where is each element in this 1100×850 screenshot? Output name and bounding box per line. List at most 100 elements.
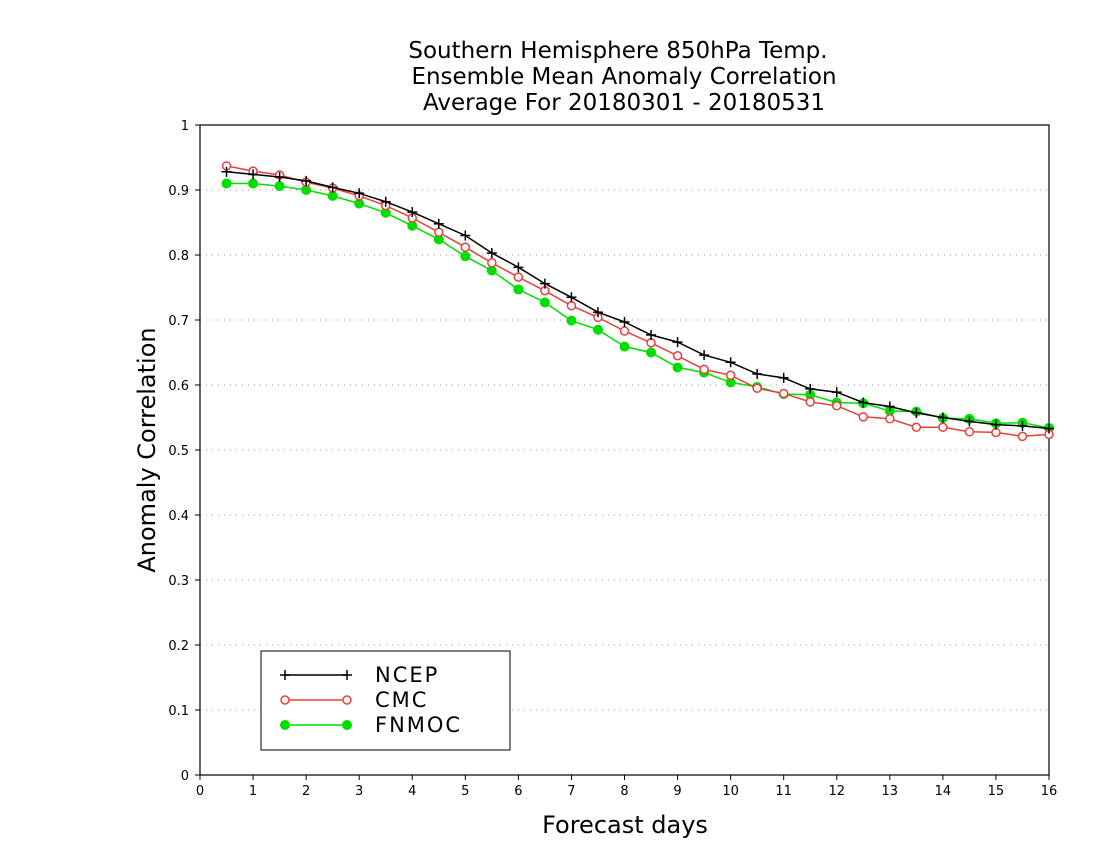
x-tick-label: 11 xyxy=(775,784,792,799)
data-point-ncep xyxy=(725,357,736,368)
data-point-cmc xyxy=(778,388,789,399)
data-point-ncep xyxy=(937,412,948,423)
data-point-fnmoc xyxy=(513,284,524,295)
data-point-ncep xyxy=(460,230,471,241)
legend-box xyxy=(260,650,511,751)
data-point-ncep xyxy=(831,387,842,398)
series-fnmoc xyxy=(221,178,1054,433)
data-point-ncep xyxy=(752,368,763,379)
data-point-ncep xyxy=(990,419,1001,430)
x-tick-label: 4 xyxy=(408,784,416,799)
title-line-2: Ensemble Mean Anomaly Correlation xyxy=(411,64,836,90)
data-point-cmc xyxy=(434,227,444,237)
y-tick-label: 0.6 xyxy=(168,379,189,394)
data-point-cmc xyxy=(460,242,471,252)
x-tick-label: 6 xyxy=(514,784,522,799)
data-point-fnmoc xyxy=(274,181,285,192)
data-point-cmc xyxy=(805,397,815,407)
data-point-cmc xyxy=(513,272,524,282)
legend-marker-cmc xyxy=(342,695,352,705)
x-tick-label: 13 xyxy=(882,784,899,799)
x-tick-label: 16 xyxy=(1041,784,1058,799)
data-point-ncep xyxy=(778,372,789,383)
x-tick-label: 15 xyxy=(988,784,1005,799)
data-point-ncep xyxy=(699,350,710,361)
data-point-ncep xyxy=(619,316,630,327)
data-point-fnmoc xyxy=(592,324,603,335)
legend-marker-ncep xyxy=(280,670,290,680)
data-point-ncep xyxy=(672,337,683,348)
title-line-3: Average For 20180301 - 20180531 xyxy=(423,90,825,116)
legend-marker-fnmoc xyxy=(342,720,352,730)
y-tick-label: 0.3 xyxy=(168,574,189,589)
y-tick-label: 0.4 xyxy=(168,509,189,524)
x-axis-label: Forecast days xyxy=(542,811,708,839)
data-point-ncep xyxy=(592,307,603,318)
legend-label-ncep: NCEP xyxy=(375,663,439,687)
data-point-fnmoc xyxy=(248,178,259,189)
y-tick-label: 0.2 xyxy=(168,639,189,654)
y-axis-tick-labels: 0 0.1 0.2 0.3 0.4 0.5 0.6 0.7 0.8 0.9 1 xyxy=(168,119,189,784)
chart-title: Southern Hemisphere 850hPa Temp. Ensembl… xyxy=(408,38,836,116)
data-series xyxy=(221,161,1054,442)
x-tick-label: 5 xyxy=(461,784,469,799)
data-point-ncep xyxy=(566,292,577,303)
y-tick-label: 0.9 xyxy=(168,184,189,199)
legend-samples xyxy=(280,670,352,730)
data-point-ncep xyxy=(858,397,869,408)
legend-marker-cmc xyxy=(280,695,290,705)
data-point-cmc xyxy=(619,326,630,336)
data-point-fnmoc xyxy=(672,362,683,373)
y-tick-label: 0.5 xyxy=(168,444,189,459)
data-point-cmc xyxy=(911,422,922,432)
x-tick-label: 9 xyxy=(673,784,681,799)
data-point-fnmoc xyxy=(539,297,550,308)
data-point-cmc xyxy=(752,383,762,393)
data-point-fnmoc xyxy=(619,341,630,352)
x-tick-label: 0 xyxy=(196,784,204,799)
x-axis-tick-labels: 0 1 2 3 4 5 6 7 8 9 10 11 12 13 14 15 16 xyxy=(196,784,1057,799)
y-tick-label: 0.8 xyxy=(168,249,189,264)
data-point-ncep xyxy=(486,248,497,259)
legend-label-cmc: CMC xyxy=(375,688,428,712)
y-tick-label: 0.1 xyxy=(168,704,189,719)
data-point-cmc xyxy=(725,370,736,380)
data-point-cmc xyxy=(938,422,948,432)
axis-ticks xyxy=(195,124,1050,780)
series-ncep xyxy=(221,166,1054,434)
data-point-cmc xyxy=(699,364,709,375)
x-tick-label: 12 xyxy=(828,784,845,799)
x-tick-label: 10 xyxy=(722,784,739,799)
data-point-ncep xyxy=(1017,420,1028,431)
data-point-ncep xyxy=(805,383,816,394)
data-point-ncep xyxy=(911,407,922,418)
data-point-ncep xyxy=(646,329,657,340)
data-point-cmc xyxy=(832,401,842,411)
x-tick-label: 7 xyxy=(567,784,575,799)
data-point-ncep xyxy=(964,416,975,427)
data-point-fnmoc xyxy=(221,178,232,189)
data-point-ncep xyxy=(407,207,418,218)
data-point-cmc xyxy=(672,351,683,361)
data-point-ncep xyxy=(327,182,338,193)
data-point-cmc xyxy=(858,412,869,422)
grid-lines xyxy=(200,189,1049,711)
x-tick-label: 14 xyxy=(935,784,952,799)
legend-sample-cmc xyxy=(280,695,352,705)
x-tick-label: 2 xyxy=(302,784,310,799)
series-cmc xyxy=(221,161,1054,442)
legend-sample-fnmoc xyxy=(280,720,352,730)
data-point-ncep xyxy=(513,262,524,273)
data-point-cmc xyxy=(1017,431,1028,442)
y-tick-label: 0.7 xyxy=(168,314,189,329)
data-point-cmc xyxy=(991,427,1001,438)
data-point-fnmoc xyxy=(646,347,657,358)
data-point-ncep xyxy=(221,166,232,177)
title-line-1: Southern Hemisphere 850hPa Temp. xyxy=(408,38,827,64)
x-tick-label: 8 xyxy=(620,784,628,799)
data-point-ncep xyxy=(884,401,895,412)
series-line-fnmoc xyxy=(226,182,1050,429)
legend-marker-ncep xyxy=(342,670,352,680)
series-line-cmc xyxy=(226,165,1050,438)
